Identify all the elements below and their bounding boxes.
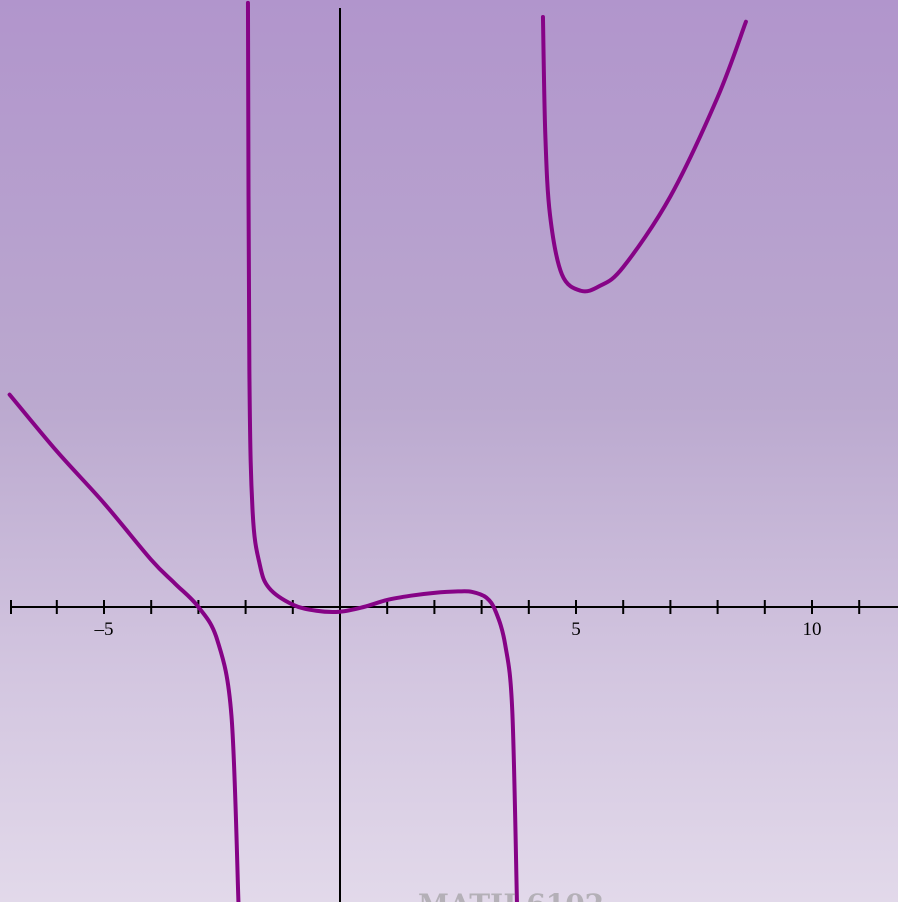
curve-segment [7,392,241,902]
x-tick-label: –5 [94,619,114,640]
x-tick-label: 10 [803,619,822,640]
curve-segment [540,15,748,294]
curve-segment [245,0,519,902]
x-tick-label: 5 [571,619,581,640]
watermark-text: MATH 6102 [418,888,604,902]
